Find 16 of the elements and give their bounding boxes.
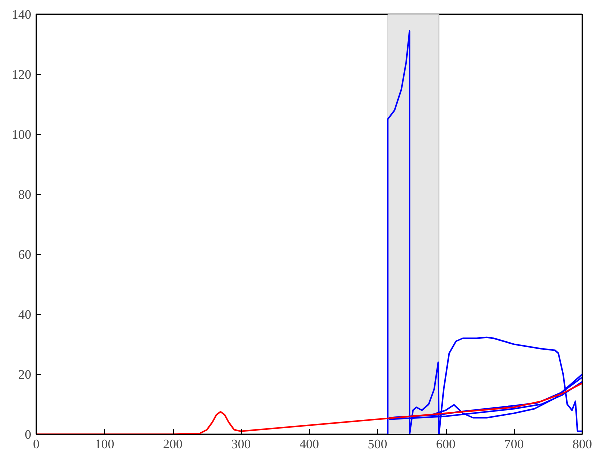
x-tick-label: 100: [95, 436, 114, 452]
x-tick-label: 200: [163, 436, 183, 452]
x-tick-label: 500: [368, 436, 388, 452]
x-tick-label: 400: [300, 436, 320, 452]
y-tick-label: 20: [18, 367, 32, 382]
y-tick-label: 80: [18, 187, 32, 202]
x-tick-label: 600: [436, 436, 456, 452]
y-tick-label: 100: [12, 127, 32, 142]
x-tick-label: 800: [572, 436, 592, 452]
y-tick-label: 40: [18, 307, 32, 322]
y-tick-label: 140: [12, 7, 32, 22]
y-tick-label: 60: [18, 247, 32, 262]
x-tick-label: 700: [504, 436, 524, 452]
y-tick-label: 120: [12, 67, 32, 82]
x-tick-label: 300: [232, 436, 251, 452]
y-tick-label: 0: [25, 427, 32, 442]
